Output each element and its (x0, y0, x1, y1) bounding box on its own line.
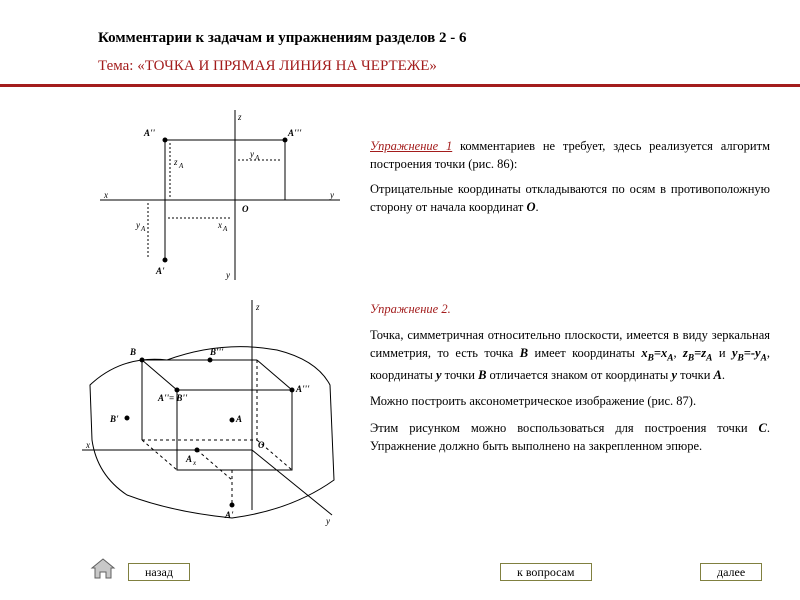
back-button[interactable]: назад (128, 563, 190, 581)
exercise-1-text: Упражнение 1 комментариев не требует, зд… (370, 138, 770, 224)
svg-text:z: z (255, 302, 260, 312)
svg-text:A': A' (155, 266, 165, 276)
svg-text:A: A (254, 154, 260, 162)
next-button[interactable]: далее (700, 563, 762, 581)
exercise-2-p1: Точка, симметричная относительно плоскос… (370, 326, 770, 384)
svg-text:O: O (242, 204, 249, 214)
svg-text:y: y (225, 270, 230, 280)
svg-text:x: x (192, 459, 197, 467)
exercise-2-text: Упражнение 2. Точка, симметричная относи… (370, 300, 770, 463)
svg-text:z: z (173, 157, 178, 167)
figure-2: z x y O (82, 300, 362, 534)
svg-text:y: y (325, 516, 330, 526)
svg-text:x: x (85, 440, 90, 450)
exercise-2-p3: Этим рисунком можно воспользоваться для … (370, 419, 770, 455)
svg-text:B''': B''' (209, 347, 224, 357)
figure-1: z x y y O z A y (100, 110, 340, 284)
svg-text:A: A (185, 454, 192, 464)
page-topic: Тема: «ТОЧКА И ПРЯМАЯ ЛИНИЯ НА ЧЕРТЕЖЕ» (98, 58, 437, 75)
svg-text:x: x (217, 220, 222, 230)
exercise-1-p2: Отрицательные координаты откладываются п… (370, 181, 770, 216)
svg-text:z: z (237, 112, 242, 122)
home-icon[interactable] (90, 558, 116, 580)
questions-button[interactable]: к вопросам (500, 563, 592, 581)
separator-bar (0, 84, 800, 87)
page-title: Комментарии к задачам и упражнениям разд… (98, 30, 467, 47)
svg-text:A''= B'': A''= B'' (157, 393, 188, 403)
svg-text:A': A' (224, 510, 234, 520)
svg-text:B': B' (109, 414, 119, 424)
svg-text:A''': A''' (295, 384, 310, 394)
svg-text:A: A (235, 414, 242, 424)
exercise-2-p2: Можно построить аксонометрическое изобра… (370, 392, 770, 410)
svg-text:A: A (222, 225, 228, 233)
svg-text:A: A (140, 225, 146, 233)
exercise-2-label: Упражнение 2. (370, 302, 451, 316)
svg-text:y: y (329, 190, 334, 200)
svg-text:A''': A''' (287, 128, 302, 138)
svg-text:B: B (129, 347, 136, 357)
svg-text:A: A (178, 162, 184, 170)
exercise-1-label: Упражнение 1 (370, 139, 452, 153)
svg-text:x: x (103, 190, 108, 200)
svg-text:A'': A'' (143, 128, 156, 138)
svg-text:y: y (249, 149, 254, 159)
svg-text:y: y (135, 220, 140, 230)
